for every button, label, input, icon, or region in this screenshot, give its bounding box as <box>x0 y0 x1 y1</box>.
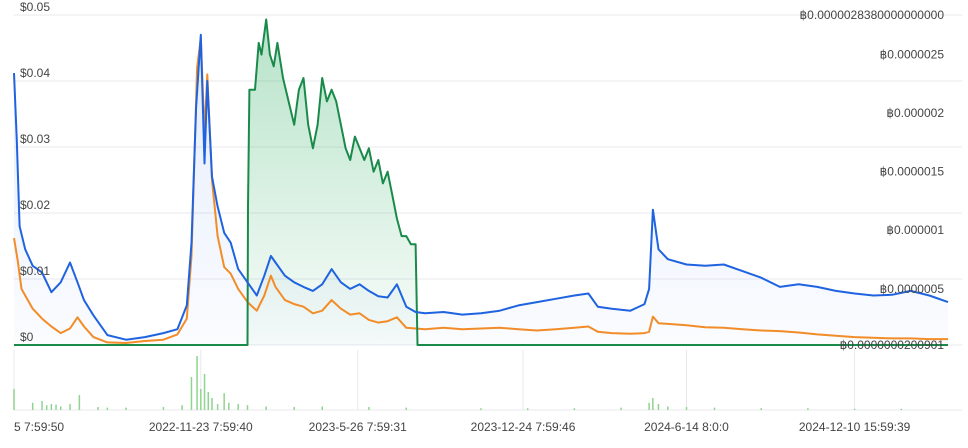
volume-bar <box>31 402 34 410</box>
blue-series-line <box>13 33 949 341</box>
volume-bar <box>181 405 183 410</box>
volume-bar <box>321 406 323 410</box>
x-tick-label: 2024-6-14 8:0:0 <box>644 420 729 434</box>
volume-bar <box>211 398 213 410</box>
volume-bar <box>190 377 193 410</box>
left-tick-label: $0.01 <box>20 264 50 278</box>
volume-bar <box>405 407 408 410</box>
volume-bar <box>203 374 206 410</box>
volume-bar <box>97 407 99 410</box>
volume-bar <box>667 406 669 410</box>
volume-bar <box>45 405 48 410</box>
volume-bar <box>807 408 809 410</box>
right-tick-label: ฿0.000001 <box>886 223 944 237</box>
right-y-axis: ฿0.0000000200901 ฿0.0000005 ฿0.000001 ฿0.00… <box>800 8 945 352</box>
volume-bar <box>41 401 43 410</box>
volume-bar <box>125 407 127 410</box>
volume-bar <box>223 393 225 410</box>
volume-bar <box>69 404 71 410</box>
x-tick-label: 2024-12-10 15:59:39 <box>799 420 911 434</box>
x-tick-label: 2022-11-23 7:59:40 <box>149 420 253 434</box>
volume-bar <box>648 402 650 410</box>
volume-bar <box>228 402 230 410</box>
left-tick-label: $0.02 <box>20 198 50 212</box>
volume-bar <box>620 407 622 410</box>
green-series-line <box>14 18 948 346</box>
volume-bar <box>265 406 267 410</box>
volume-bar <box>713 407 716 410</box>
left-y-axis: $0 $0.01 $0.02 $0.03 $0.04 $0.05 <box>20 0 50 344</box>
right-tick-label: ฿0.0000015 <box>880 165 945 179</box>
x-tick-label: 2023-12-24 7:59:46 <box>471 420 576 434</box>
right-tick-label: ฿0.000002 <box>886 106 944 120</box>
left-tick-label: $0.05 <box>20 0 50 14</box>
volume-bar <box>237 404 239 410</box>
volume-bar <box>216 404 219 410</box>
right-tick-label: ฿0.0000025 <box>880 48 945 62</box>
volume-bar <box>657 404 660 410</box>
volume-bar <box>196 356 198 410</box>
volume-bar <box>293 407 295 410</box>
volume-bar <box>106 407 109 410</box>
right-tick-label: ฿0.0000000200901 <box>840 338 945 352</box>
volume-bar <box>200 389 202 410</box>
volume-bar <box>760 408 762 410</box>
volume-bar <box>368 407 370 410</box>
volume-bar <box>246 405 249 410</box>
x-tick-label: 5 7:59:50 <box>14 420 64 434</box>
volume-bar <box>55 404 57 410</box>
volume-bar <box>162 407 165 410</box>
x-axis: 5 7:59:50 2022-11-23 7:59:40 2023-5-26 7:5… <box>14 420 911 434</box>
volume-bar <box>853 408 856 410</box>
volume-bar <box>652 398 654 410</box>
volume-bar <box>50 404 53 410</box>
blue-series-area <box>14 34 948 346</box>
volume-bar <box>480 408 482 410</box>
left-tick-label: $0.04 <box>20 66 50 80</box>
right-tick-label: ฿0.0000028380000000000 <box>800 8 945 22</box>
series-lines <box>13 18 949 346</box>
left-tick-label: $0.03 <box>20 132 50 146</box>
orange-series-line <box>13 37 948 344</box>
volume-bar <box>78 395 81 410</box>
x-tick-label: 2023-5-26 7:59:31 <box>309 420 407 434</box>
volume-bar <box>685 407 688 410</box>
volume-bar <box>900 408 903 410</box>
volume-bar <box>207 392 210 410</box>
volume-bar <box>573 408 576 410</box>
left-tick-label: $0 <box>20 330 34 344</box>
volume-bar <box>526 408 529 410</box>
volume-bar <box>59 406 62 410</box>
volume-bars <box>13 356 903 410</box>
grid-lines <box>13 14 962 411</box>
volume-bar <box>13 389 15 410</box>
right-tick-label: ฿0.0000005 <box>880 282 945 296</box>
